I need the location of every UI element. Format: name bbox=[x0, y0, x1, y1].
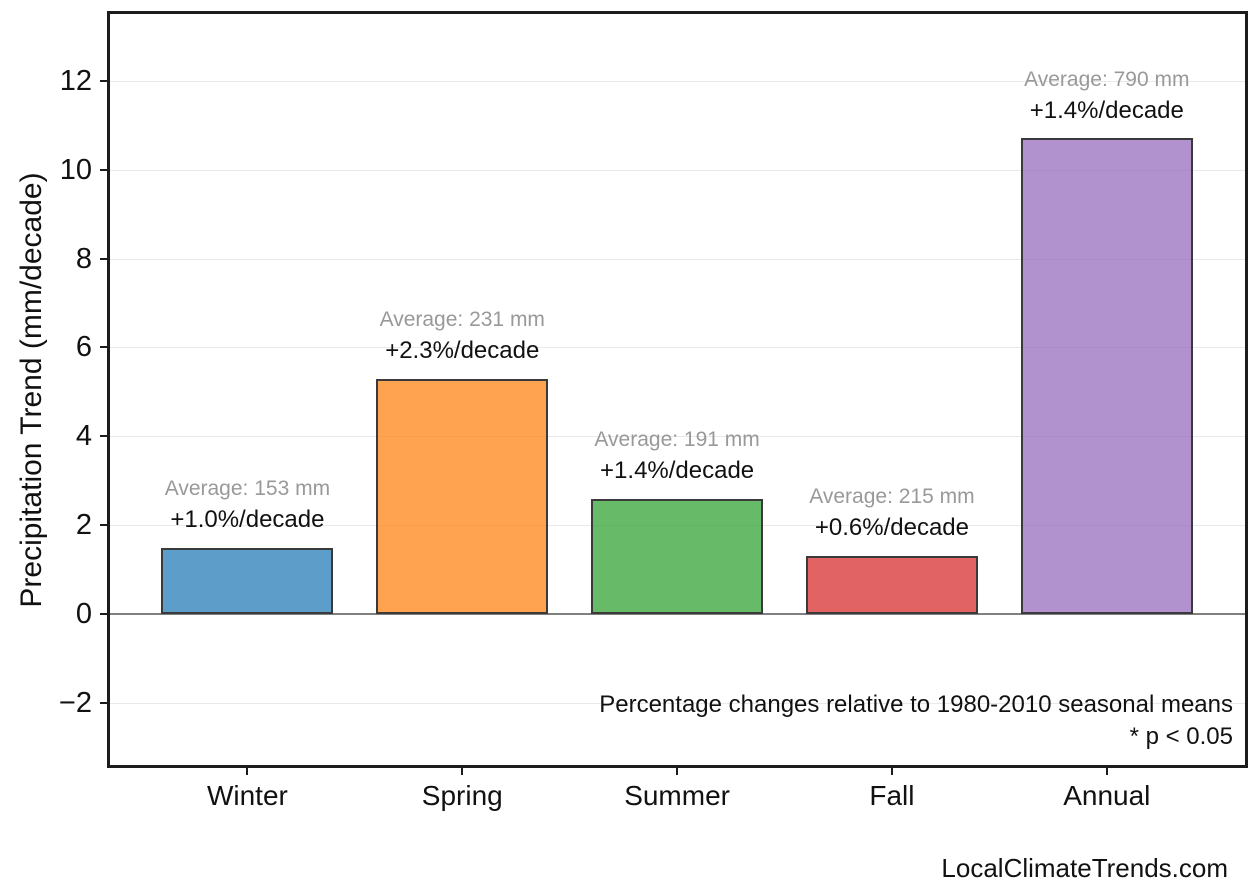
annotation-winter: Average: 153 mm +1.0%/decade bbox=[165, 474, 330, 536]
x-tick-label-annual: Annual bbox=[1063, 780, 1151, 811]
gridline-y12 bbox=[110, 80, 1245, 82]
annotation-spring: Average: 231 mm +2.3%/decade bbox=[380, 305, 545, 367]
footnote: Percentage changes relative to 1980-2010… bbox=[599, 689, 1233, 753]
bar-summer bbox=[591, 498, 764, 615]
y-tick-label-10: 10 bbox=[59, 153, 92, 186]
footnote-line-1: Percentage changes relative to 1980-2010… bbox=[599, 691, 1233, 718]
y-tick-mark-−2 bbox=[100, 702, 107, 705]
x-tick-mark-fall bbox=[890, 768, 893, 775]
y-tick-label-6: 6 bbox=[75, 331, 92, 364]
bar-fall bbox=[805, 556, 978, 615]
y-tick-mark-4 bbox=[100, 435, 107, 438]
zero-line bbox=[110, 613, 1245, 616]
y-tick-mark-6 bbox=[100, 346, 107, 349]
annotation-average-fall: Average: 215 mm bbox=[809, 485, 975, 509]
y-tick-mark-10 bbox=[100, 168, 107, 171]
x-tick-mark-annual bbox=[1105, 768, 1108, 775]
x-tick-mark-spring bbox=[461, 768, 464, 775]
gridline-y4 bbox=[110, 436, 1245, 438]
annotation-average-spring: Average: 231 mm bbox=[379, 307, 545, 331]
footnote-line-2: * p < 0.05 bbox=[1129, 723, 1233, 750]
bar-spring bbox=[376, 378, 549, 615]
gridline-y−2 bbox=[110, 703, 1245, 705]
watermark: LocalClimateTrends.com bbox=[941, 853, 1228, 883]
y-tick-label-8: 8 bbox=[75, 242, 92, 275]
annotation-trend-fall: +0.6%/decade bbox=[814, 514, 969, 542]
annotation-trend-annual: +1.4%/decade bbox=[1029, 96, 1184, 124]
x-tick-label-winter: Winter bbox=[206, 780, 288, 811]
gridline-y8 bbox=[110, 258, 1245, 260]
y-tick-label-12: 12 bbox=[59, 64, 92, 97]
x-tick-label-fall: Fall bbox=[869, 780, 915, 811]
y-tick-label-−2: −2 bbox=[58, 687, 92, 720]
annotation-trend-summer: +1.4%/decade bbox=[600, 456, 755, 484]
annotation-fall: Average: 215 mm +0.6%/decade bbox=[809, 482, 974, 544]
bar-annual bbox=[1020, 138, 1193, 615]
gridline-y6 bbox=[110, 347, 1245, 349]
plot-area: Average: 153 mm +1.0%/decade Average: 231 … bbox=[107, 11, 1248, 768]
annotation-annual: Average: 790 mm +1.4%/decade bbox=[1024, 65, 1189, 127]
y-tick-label-4: 4 bbox=[75, 420, 92, 453]
annotation-average-winter: Average: 153 mm bbox=[164, 476, 331, 500]
annotation-summer: Average: 191 mm +1.4%/decade bbox=[594, 425, 759, 487]
y-tick-label-0: 0 bbox=[75, 598, 92, 631]
y-tick-mark-2 bbox=[100, 524, 107, 527]
bar-winter bbox=[161, 547, 334, 615]
annotation-average-annual: Average: 790 mm bbox=[1024, 67, 1190, 91]
y-tick-mark-0 bbox=[100, 613, 107, 616]
x-tick-mark-summer bbox=[676, 768, 679, 775]
y-tick-mark-8 bbox=[100, 257, 107, 260]
y-axis-label: Precipitation Trend (mm/decade) bbox=[15, 172, 48, 608]
annotation-average-summer: Average: 191 mm bbox=[594, 427, 760, 451]
x-tick-mark-winter bbox=[246, 768, 249, 775]
annotation-trend-spring: +2.3%/decade bbox=[385, 336, 540, 364]
x-tick-label-summer: Summer bbox=[624, 780, 730, 811]
x-tick-label-spring: Spring bbox=[421, 780, 503, 811]
annotation-trend-winter: +1.0%/decade bbox=[170, 505, 325, 533]
y-tick-mark-12 bbox=[100, 79, 107, 82]
gridline-y10 bbox=[110, 169, 1245, 171]
y-tick-label-2: 2 bbox=[75, 509, 92, 542]
